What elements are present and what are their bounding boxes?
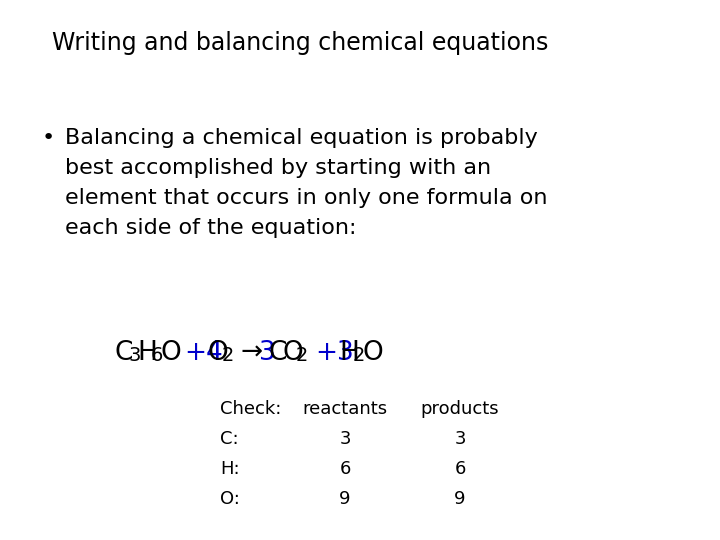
Text: Writing and balancing chemical equations: Writing and balancing chemical equations [52, 31, 549, 55]
Text: 9: 9 [339, 490, 351, 508]
Text: O: O [362, 340, 383, 366]
Text: 6: 6 [151, 346, 163, 365]
Text: 6: 6 [339, 460, 351, 478]
Text: 3: 3 [128, 346, 140, 365]
Text: H:: H: [220, 460, 240, 478]
Text: 3: 3 [454, 430, 466, 448]
Text: C: C [115, 340, 133, 366]
Text: 9: 9 [454, 490, 466, 508]
Text: →: → [241, 340, 263, 366]
Text: •: • [42, 128, 55, 148]
Text: 2: 2 [222, 346, 235, 365]
Text: Check:: Check: [220, 400, 282, 418]
Text: element that occurs in only one formula on: element that occurs in only one formula … [65, 188, 547, 208]
Text: reactants: reactants [302, 400, 387, 418]
Text: +3: +3 [315, 340, 354, 366]
Text: H: H [137, 340, 157, 366]
Text: O: O [282, 340, 302, 366]
Text: 2: 2 [353, 346, 365, 365]
Text: 3: 3 [339, 430, 351, 448]
Text: H: H [339, 340, 359, 366]
Text: 2: 2 [296, 346, 308, 365]
Text: products: products [420, 400, 499, 418]
Text: O:: O: [220, 490, 240, 508]
Text: O: O [160, 340, 181, 366]
Text: best accomplished by starting with an: best accomplished by starting with an [65, 158, 491, 178]
Text: C: C [269, 340, 287, 366]
Text: O: O [208, 340, 229, 366]
Text: C:: C: [220, 430, 238, 448]
Text: 6: 6 [454, 460, 466, 478]
Text: Balancing a chemical equation is probably: Balancing a chemical equation is probabl… [65, 128, 538, 148]
Text: each side of the equation:: each side of the equation: [65, 218, 356, 238]
Text: 3: 3 [259, 340, 276, 366]
Text: +4: +4 [184, 340, 222, 366]
